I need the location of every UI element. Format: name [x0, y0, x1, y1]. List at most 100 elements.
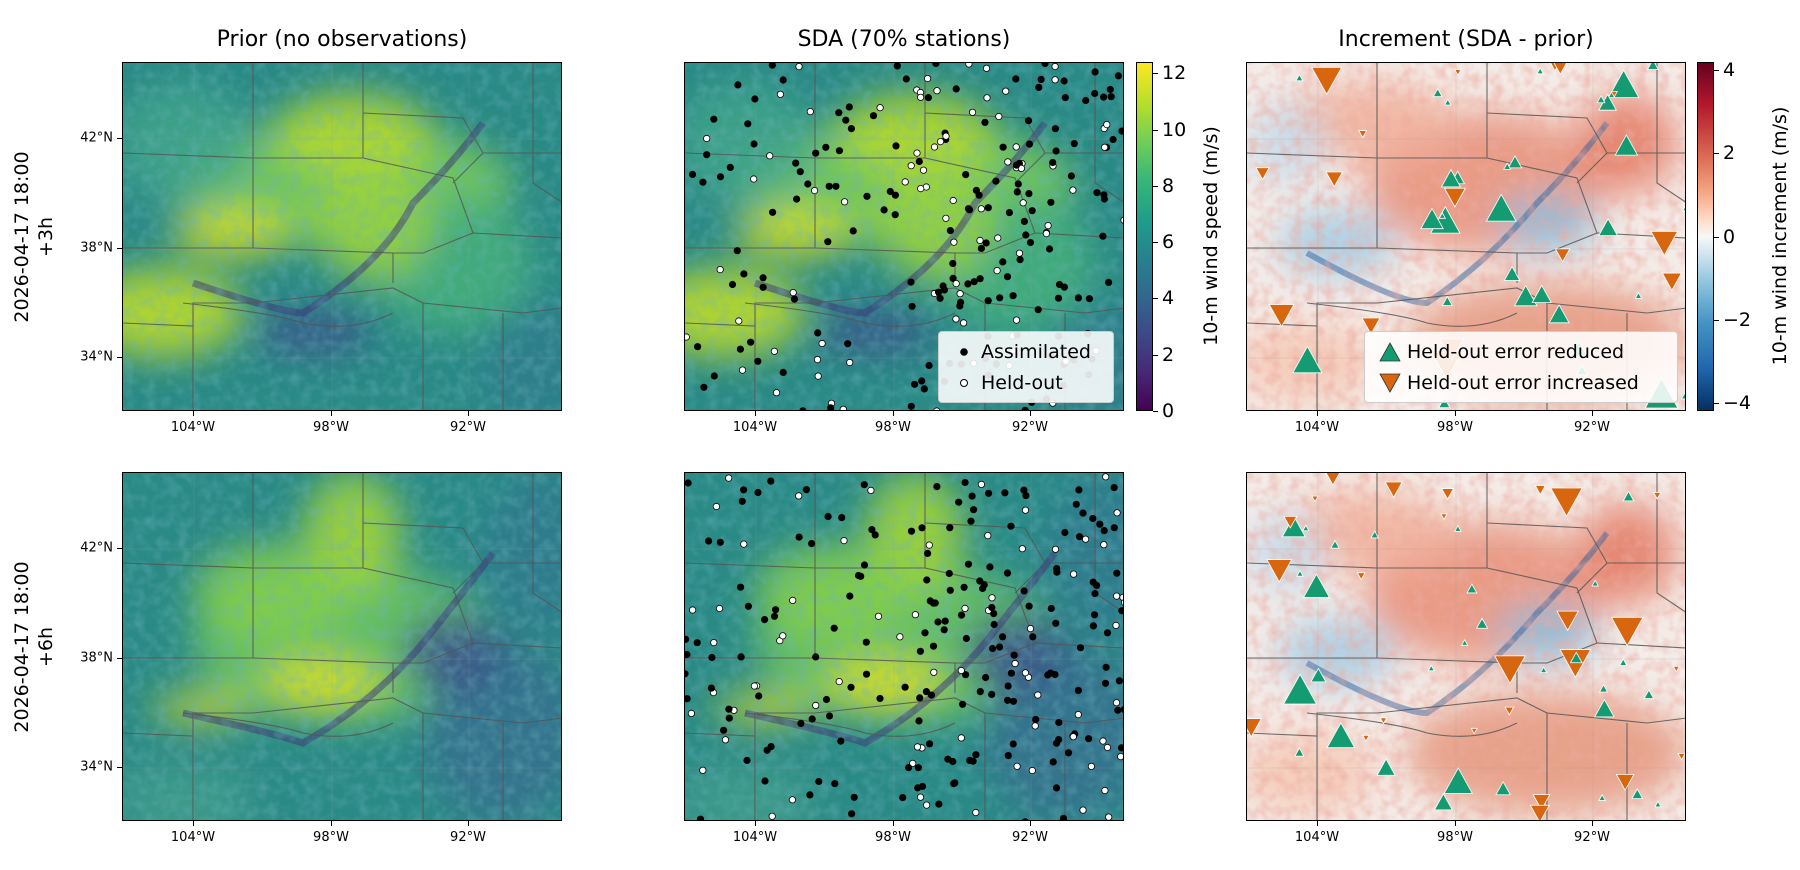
- map-panel-prior-6h: [122, 472, 562, 821]
- error-increased-marker: [1672, 665, 1680, 673]
- error-increased-marker: [1553, 63, 1567, 75]
- held-out-station-marker: [930, 668, 938, 676]
- assimilated-station-marker: [1007, 522, 1015, 530]
- held-out-station-marker: [1100, 143, 1109, 151]
- lat-tick-label: 38°N: [80, 650, 113, 666]
- error-reduced-marker: [1591, 579, 1600, 587]
- assimilated-station-marker: [1061, 94, 1069, 102]
- assimilated-station-marker: [1004, 752, 1012, 760]
- error-increased-marker: [1325, 473, 1341, 486]
- held-out-station-marker: [874, 612, 883, 620]
- assimilated-station-marker: [893, 63, 901, 70]
- error-increased-marker: [1470, 727, 1478, 735]
- wind-increment-colorbar-tick-label: −4: [1723, 391, 1752, 414]
- held-out-station-marker: [913, 743, 922, 751]
- assimilated-station-marker: [728, 280, 737, 289]
- error-reduced-marker: [1466, 583, 1478, 594]
- assimilated-station-marker: [1091, 89, 1099, 98]
- wind-speed-colorbar-tick-label: 8: [1162, 174, 1175, 197]
- error-reduced-marker: [1485, 193, 1517, 222]
- assimilated-station-marker: [825, 182, 833, 190]
- error-increased-marker: [1529, 804, 1550, 820]
- error-reduced-marker: [1302, 573, 1331, 598]
- error-reduced-marker: [1607, 69, 1640, 99]
- assimilated-station-marker: [769, 208, 777, 216]
- error-reduced-marker: [1330, 539, 1340, 549]
- held-out-station-marker: [976, 236, 984, 244]
- held-out-station-marker: [913, 149, 921, 157]
- held-out-station-marker: [725, 474, 733, 482]
- lon-tick-mark: [193, 411, 194, 416]
- assimilated-station-marker: [918, 524, 926, 532]
- lon-tick-label: 98°W: [313, 420, 349, 435]
- lon-tick-label: 104°W: [1294, 830, 1340, 845]
- assimilated-station-marker: [918, 782, 927, 790]
- held-out-station-marker: [813, 355, 822, 364]
- lon-tick-mark: [468, 411, 469, 416]
- assimilated-station-marker: [1090, 611, 1099, 619]
- assimilated-station-marker: [1034, 306, 1042, 314]
- assimilated-station-marker: [1024, 117, 1033, 125]
- row-label-lead: +6h: [35, 626, 57, 668]
- assimilated-station-marker: [802, 486, 810, 494]
- error-increased-marker: [1615, 773, 1635, 791]
- wind-increment-colorbar-tick-mark: [1714, 402, 1719, 404]
- assimilated-station-marker: [1009, 697, 1018, 705]
- wind-increment-colorbar-tick-mark: [1714, 319, 1719, 321]
- assimilated-station-marker: [946, 586, 954, 594]
- assimilated-station-marker: [844, 340, 852, 348]
- assimilated-station-marker: [1025, 140, 1034, 148]
- error-increased-marker: [1255, 167, 1270, 181]
- assimilated-station-marker: [744, 602, 752, 610]
- assimilated-station-marker: [1025, 190, 1033, 198]
- assimilated-station-marker: [1105, 278, 1113, 286]
- error-reduced-marker: [1444, 98, 1452, 106]
- assimilated-station-marker: [981, 118, 989, 126]
- assimilated-station-marker: [790, 295, 799, 303]
- error-increased-marker: [1356, 572, 1366, 581]
- assimilated-station-marker: [848, 810, 856, 818]
- assimilated-station-marker: [763, 746, 771, 754]
- lat-tick-mark: [117, 658, 122, 659]
- map-panel-sda-6h: [684, 472, 1124, 821]
- lat-tick-mark: [117, 138, 122, 139]
- error-reduced-marker: [1507, 155, 1523, 169]
- held-out-station-marker: [721, 736, 730, 744]
- assimilated-station-marker: [1115, 677, 1123, 685]
- held-out-station-marker: [839, 405, 847, 410]
- wind-speed-colorbar-tick-mark: [1153, 129, 1158, 131]
- held-out-station-marker: [1012, 143, 1020, 151]
- error-reduced-marker: [1503, 162, 1512, 170]
- assimilated-station-marker: [1118, 127, 1123, 135]
- held-out-station-marker: [917, 93, 925, 101]
- lon-tick-mark: [1030, 821, 1031, 826]
- assimilated-station-marker: [685, 479, 692, 487]
- assimilated-station-marker: [827, 404, 835, 410]
- assimilated-station-marker: [737, 653, 745, 661]
- assimilated-station-marker: [907, 527, 916, 535]
- lon-tick-mark: [755, 821, 756, 826]
- assimilated-station-marker: [797, 719, 805, 727]
- held-out-station-marker: [795, 492, 803, 500]
- held-out-station-marker: [919, 166, 928, 174]
- assimilated-station-marker: [1100, 195, 1108, 203]
- assimilated-station-marker: [1021, 818, 1029, 820]
- held-out-station-marker: [977, 480, 985, 488]
- held-out-station-marker: [840, 537, 848, 545]
- error-reduced-marker: [1598, 793, 1607, 801]
- held-out-station-marker: [1028, 766, 1036, 775]
- wind-speed-colorbar-tick-mark: [1153, 242, 1158, 244]
- error-reduced-marker: [1513, 284, 1538, 307]
- held-out-station-marker: [1081, 535, 1090, 543]
- assimilated-station-marker: [1013, 188, 1021, 196]
- error-reduced-marker: [1296, 569, 1304, 577]
- row-label-datetime: 2026-04-17 18:00: [11, 151, 33, 323]
- assimilated-station-marker: [907, 402, 915, 410]
- held-out-station-marker: [1105, 813, 1113, 820]
- lon-tick-mark: [755, 411, 756, 416]
- held-out-station-marker: [917, 185, 925, 193]
- assimilated-station-marker: [1110, 524, 1118, 532]
- assimilated-station-marker: [918, 377, 926, 385]
- assimilated-marker-icon: [947, 347, 981, 357]
- assimilated-station-marker: [905, 764, 913, 772]
